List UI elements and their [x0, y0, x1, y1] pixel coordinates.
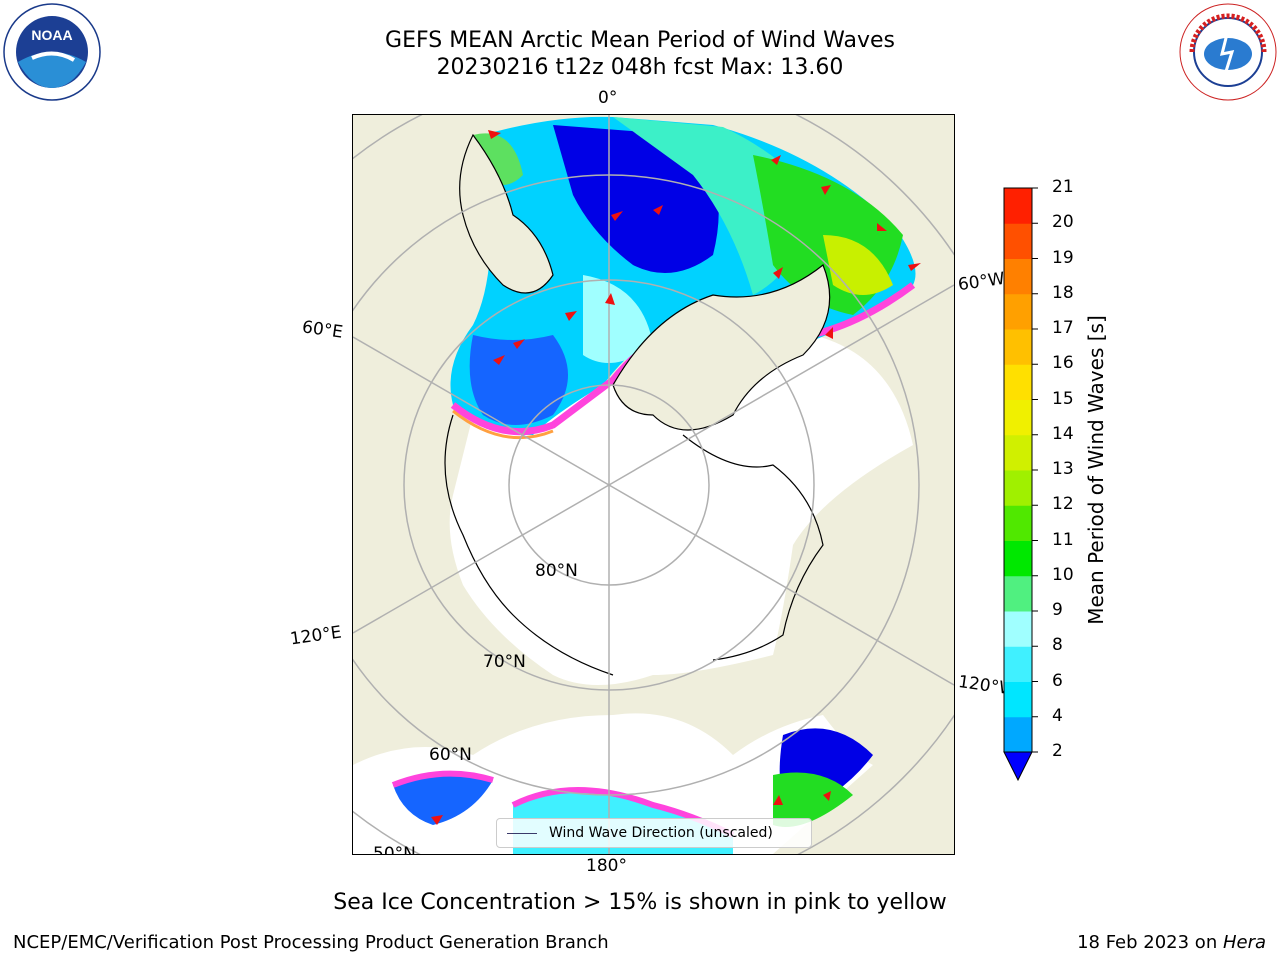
colorbar-tick-label: 17: [1052, 318, 1074, 338]
polar-map-canvas: [353, 115, 954, 854]
lat-label-50: 50°N: [373, 844, 416, 855]
colorbar: [1003, 187, 1038, 782]
colorbar-tick-label: 16: [1052, 353, 1074, 374]
colorbar-segment: [1004, 681, 1032, 718]
colorbar-segment: [1004, 505, 1032, 541]
noaa-logo-text: NOAA: [31, 27, 72, 43]
colorbar-segment: [1004, 470, 1032, 506]
colorbar-tick-label: 14: [1052, 423, 1074, 444]
colorbar-extend: [1003, 751, 1033, 782]
noaa-logo: NOAA: [3, 3, 101, 101]
legend-line-icon: [507, 832, 537, 834]
footer-date: 18 Feb 2023 on Hera: [1077, 932, 1266, 953]
colorbar-segment: [1004, 293, 1032, 330]
colorbar-tick-label: 6: [1052, 670, 1063, 691]
colorbar-label: Mean Period of Wind Waves [s]: [1084, 315, 1108, 625]
map-title: GEFS MEAN Arctic Mean Period of Wind Wav…: [385, 28, 895, 53]
lat-label-70: 70°N: [483, 652, 526, 672]
colorbar-tick-label: 19: [1052, 247, 1074, 268]
colorbar-tick-label: 21: [1052, 177, 1074, 197]
footer-host: Hera: [1222, 932, 1266, 953]
colorbar-segment: [1004, 329, 1032, 365]
lon-label-120e: 120°E: [288, 622, 343, 650]
lon-label-60e: 60°E: [300, 317, 345, 343]
colorbar-segment: [1004, 399, 1032, 436]
lat-label-80: 80°N: [535, 561, 578, 581]
colorbar-tick-label: 11: [1052, 529, 1074, 550]
colorbar-tick-label: 10: [1052, 564, 1074, 585]
colorbar-segment: [1004, 223, 1032, 259]
polar-map: 80°N 70°N 60°N 50°N: [352, 114, 955, 855]
colorbar-tick-label: 15: [1052, 388, 1074, 409]
nws-logo: [1179, 3, 1277, 101]
colorbar-segment: [1004, 611, 1032, 647]
map-subtitle: 20230216 t12z 048h fcst Max: 13.60: [436, 55, 844, 80]
colorbar-segment: [1004, 258, 1032, 295]
colorbar-segment: [1004, 575, 1032, 612]
colorbar-tick-label: 13: [1052, 459, 1074, 479]
colorbar-tick-label: 4: [1052, 705, 1063, 726]
colorbar-tick-label: 8: [1052, 635, 1063, 656]
lon-label-180: 180°: [586, 856, 627, 876]
colorbar-segment: [1004, 716, 1032, 753]
footer-credit: NCEP/EMC/Verification Post Processing Pr…: [13, 932, 609, 953]
colorbar-segment: [1004, 646, 1032, 682]
lon-label-60w: 60°W: [956, 268, 1007, 296]
lon-label-0: 0°: [598, 88, 618, 108]
footer-date-text: 18 Feb 2023 on: [1077, 932, 1223, 953]
colorbar-segment: [1004, 434, 1032, 471]
sea-ice-note: Sea Ice Concentration > 15% is shown in …: [333, 890, 947, 915]
colorbar-tick-label: 9: [1052, 600, 1063, 620]
colorbar-segment: [1004, 540, 1032, 577]
colorbar-tick-label: 12: [1052, 494, 1074, 515]
colorbar-tick-label: 20: [1052, 212, 1074, 233]
colorbar-segment: [1004, 364, 1032, 400]
colorbar-tick-label: 2: [1052, 741, 1063, 761]
colorbar-tick-label: 18: [1052, 282, 1074, 303]
legend-label: Wind Wave Direction (unscaled): [549, 825, 773, 841]
colorbar-segment: [1004, 188, 1032, 224]
map-legend: Wind Wave Direction (unscaled): [496, 818, 812, 848]
lat-label-60: 60°N: [429, 745, 472, 765]
